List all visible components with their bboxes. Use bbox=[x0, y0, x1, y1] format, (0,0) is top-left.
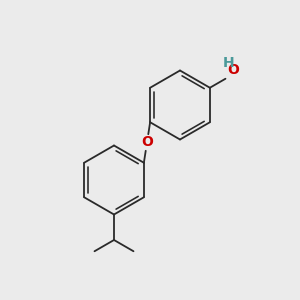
Text: O: O bbox=[141, 136, 153, 149]
Text: O: O bbox=[227, 63, 239, 77]
Text: H: H bbox=[223, 56, 234, 70]
